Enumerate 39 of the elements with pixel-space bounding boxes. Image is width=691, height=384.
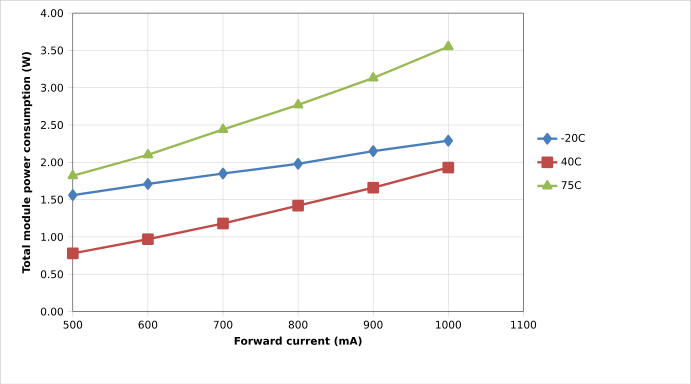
y-tick-label: 0.00 <box>40 307 63 316</box>
legend-label: 40C <box>561 157 582 166</box>
y-tick-label: 0.50 <box>40 270 63 278</box>
point <box>367 182 380 194</box>
point <box>368 72 378 82</box>
point <box>368 145 378 157</box>
point <box>292 98 304 108</box>
point <box>142 148 154 158</box>
point <box>68 189 78 201</box>
point <box>68 170 78 180</box>
y-tick-label: 3.00 <box>41 84 63 92</box>
legend-label: 75C <box>562 180 582 189</box>
y-tick-label: 1.50 <box>41 195 63 204</box>
point <box>293 158 303 170</box>
x-tick-label: 500 <box>64 320 82 328</box>
x-tick-label: 700 <box>214 320 232 328</box>
point <box>218 123 228 133</box>
x-tick-label: 1100 <box>511 320 536 328</box>
point <box>442 162 454 174</box>
point <box>66 247 79 260</box>
x-axis-title: Forward current (mA) <box>234 336 362 346</box>
point <box>444 134 453 146</box>
x-tick-label: 900 <box>364 320 383 328</box>
y-tick-label: 2.50 <box>40 120 63 129</box>
point <box>443 40 454 50</box>
legend-label: -20C <box>561 134 585 142</box>
point <box>292 200 304 212</box>
x-tick-label: 1000 <box>436 320 461 328</box>
x-tick-label: 800 <box>288 320 308 328</box>
y-tick-label: 2.00 <box>40 158 63 166</box>
point <box>217 217 229 230</box>
y-tick-label: 4.00 <box>40 8 63 17</box>
x-tick-label: 600 <box>138 320 158 328</box>
point <box>218 167 228 180</box>
y-tick-label: 3.50 <box>41 46 63 54</box>
y-tick-label: 1.00 <box>41 232 63 241</box>
point <box>143 178 153 190</box>
point <box>142 233 154 245</box>
y-axis-title: Total module power consumption (W) <box>22 52 32 274</box>
